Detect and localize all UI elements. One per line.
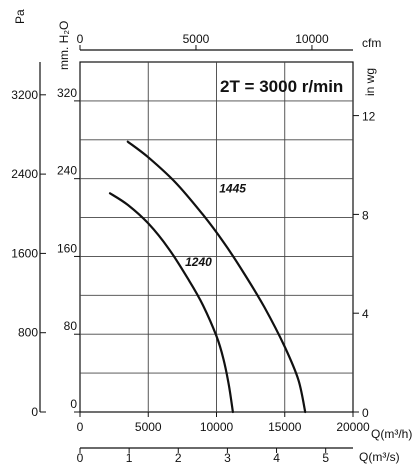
tick-label-inwg: 0 — [362, 406, 369, 420]
axis-label-cfm: cfm — [362, 36, 381, 50]
tick-label-pa: 800 — [18, 326, 38, 340]
tick-label-mmh2o: 160 — [57, 241, 77, 255]
tick-label-mmh2o: 240 — [57, 164, 77, 178]
tick-label-cfm: 10000 — [295, 32, 329, 46]
tick-label-m3s: 3 — [224, 451, 231, 465]
tick-label-cfm: 0 — [77, 32, 84, 46]
tick-label-pa: 0 — [31, 405, 38, 419]
grid — [80, 62, 353, 412]
curve-label-1240: 1240 — [185, 255, 212, 269]
axis-label-m3h: Q(m³/h) — [371, 427, 412, 441]
tick-label-mmh2o: 80 — [64, 319, 78, 333]
tick-label-m3s: 4 — [273, 451, 280, 465]
tick-label-pa: 3200 — [11, 88, 38, 102]
tick-label-cfm: 5000 — [183, 32, 210, 46]
tick-label-m3s: 0 — [77, 451, 84, 465]
tick-label-m3h: 10000 — [200, 420, 234, 434]
axis-label-mmh2o: mm. H₂O — [57, 21, 71, 70]
tick-label-mmh2o: 0 — [70, 397, 77, 411]
tick-label-pa: 1600 — [11, 246, 38, 260]
curve-1445 — [126, 140, 307, 414]
tick-label-pa: 2400 — [11, 167, 38, 181]
tick-label-inwg: 4 — [362, 307, 369, 321]
curve-1240 — [108, 192, 234, 414]
axis-label-pa: Pa — [13, 9, 27, 24]
curve-label-1445: 1445 — [219, 181, 246, 195]
tick-label-mmh2o: 320 — [57, 86, 77, 100]
performance-curves: 1445 1240 — [108, 140, 307, 414]
tick-label-m3h: 0 — [77, 420, 84, 434]
chart-title: 2T = 3000 r/min — [220, 77, 343, 96]
tick-label-m3s: 2 — [175, 451, 182, 465]
axis-label-m3s: Q(m³/s) — [359, 450, 400, 464]
tick-label-inwg: 8 — [362, 208, 369, 222]
tick-label-m3h: 15000 — [268, 420, 302, 434]
axis-label-inwg: in wg — [363, 68, 377, 96]
tick-label-inwg: 12 — [362, 110, 376, 124]
tick-label-m3h: 20000 — [336, 420, 370, 434]
tick-label-m3s: 5 — [322, 451, 329, 465]
tick-label-m3s: 1 — [126, 451, 133, 465]
tick-label-m3h: 5000 — [135, 420, 162, 434]
